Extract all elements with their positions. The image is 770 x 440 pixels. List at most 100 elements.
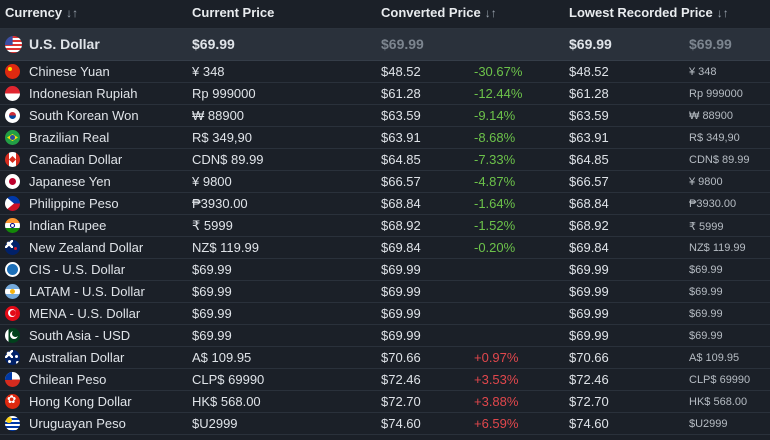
- table-row: Chinese Yuan ¥ 348 $48.52 -30.67% $48.52 ¥ 34…: [0, 61, 770, 83]
- currency-name: New Zealand Dollar: [29, 240, 144, 255]
- price-difference: -7.33%: [474, 152, 516, 167]
- ph-flag-icon: [5, 196, 20, 211]
- current-price: A$ 109.95: [192, 350, 252, 365]
- table-row: LATAM - U.S. Dollar $69.99 $69.99 $69.99 $69…: [0, 281, 770, 303]
- converted-price: $69.84: [381, 240, 421, 255]
- current-price: $U2999: [192, 416, 238, 431]
- current-price: CDN$ 89.99: [192, 152, 264, 167]
- current-price-column-header: Current Price: [192, 5, 274, 20]
- converted-price: $74.60: [381, 416, 421, 431]
- currency-name: Brazilian Real: [29, 130, 110, 145]
- lowest-price: $63.91: [569, 130, 609, 145]
- price-difference: -9.14%: [474, 108, 516, 123]
- kr-flag-icon: [5, 108, 20, 123]
- current-price: $69.99: [192, 328, 232, 343]
- base-lowest-local-price: $69.99: [689, 36, 732, 52]
- current-price: R$ 349,90: [192, 130, 252, 145]
- br-flag-icon: [5, 130, 20, 145]
- current-price: ₩ 88900: [192, 108, 245, 123]
- price-difference: -8.68%: [474, 130, 516, 145]
- converted-price: $72.70: [381, 394, 421, 409]
- sort-icon[interactable]: ↓↑: [716, 6, 729, 20]
- cl-flag-icon: [5, 372, 20, 387]
- converted-price: $63.59: [381, 108, 421, 123]
- lowest-local-price: Rp 999000: [689, 88, 743, 100]
- price-difference: -30.67%: [474, 64, 523, 79]
- table-row: Indonesian Rupiah Rp 999000 $61.28 -12.44% $…: [0, 83, 770, 105]
- lowest-local-price: $69.99: [689, 264, 723, 276]
- sort-icon[interactable]: ↓↑: [484, 6, 497, 20]
- price-difference: +3.53%: [474, 372, 519, 387]
- currency-name: LATAM - U.S. Dollar: [29, 284, 145, 299]
- price-difference: -4.87%: [474, 174, 516, 189]
- lowest-local-price: NZ$ 119.99: [689, 242, 746, 254]
- us-flag-icon: [5, 36, 22, 53]
- price-difference: -0.20%: [474, 240, 516, 255]
- converted-price: $68.84: [381, 196, 421, 211]
- converted-price: $48.52: [381, 64, 421, 79]
- lowest-local-price: $U2999: [689, 418, 728, 430]
- lowest-price: $48.52: [569, 64, 609, 79]
- lowest-price: $72.70: [569, 394, 609, 409]
- currency-name: Philippine Peso: [29, 196, 119, 211]
- base-lowest-price: $69.99: [569, 36, 612, 52]
- lowest-local-price: ₩ 88900: [689, 110, 734, 122]
- ca-flag-icon: [5, 152, 20, 167]
- lowest-price: $66.57: [569, 174, 609, 189]
- currency-name: South Asia - USD: [29, 328, 131, 343]
- converted-price: $63.91: [381, 130, 421, 145]
- lowest-price: $69.99: [569, 328, 609, 343]
- table-row: Japanese Yen ¥ 9800 $66.57 -4.87% $66.57 ¥ 98…: [0, 171, 770, 193]
- table-row: Hong Kong Dollar HK$ 568.00 $72.70 +3.88% $7…: [0, 391, 770, 413]
- price-difference: -1.64%: [474, 196, 516, 211]
- sort-icon[interactable]: ↓↑: [66, 6, 79, 20]
- currency-header-label: Currency: [5, 5, 63, 20]
- current-price: Rp 999000: [192, 86, 256, 101]
- currency-name: Indian Rupee: [29, 218, 107, 233]
- currency-column-header[interactable]: Currency ↓↑: [5, 5, 78, 20]
- mena-flag-icon: [5, 306, 20, 321]
- lowest-price: $61.28: [569, 86, 609, 101]
- au-flag-icon: [5, 350, 20, 365]
- lowest-local-price: ₹ 5999: [689, 221, 724, 233]
- lowest-local-price: ¥ 348: [689, 66, 717, 78]
- lowest-local-price: R$ 349,90: [689, 132, 740, 144]
- current-price: CLP$ 69990: [192, 372, 265, 387]
- lowest-local-price: CDN$ 89.99: [689, 154, 750, 166]
- currency-name: Japanese Yen: [29, 174, 111, 189]
- price-difference: +0.97%: [474, 350, 519, 365]
- converted-price: $69.99: [381, 328, 421, 343]
- table-row: South Asia - USD $69.99 $69.99 $69.99 $69.99: [0, 325, 770, 347]
- lowest-local-price: $69.99: [689, 286, 723, 298]
- base-currency-name: U.S. Dollar: [29, 36, 100, 52]
- current-price: ₱3930.00: [192, 196, 248, 211]
- cis-flag-icon: [5, 262, 20, 277]
- table-row: Indian Rupee ₹ 5999 $68.92 -1.52% $68.92 ₹ 59…: [0, 215, 770, 237]
- price-difference: -1.52%: [474, 218, 516, 233]
- table-row: MENA - U.S. Dollar $69.99 $69.99 $69.99 $69.…: [0, 303, 770, 325]
- table-row: Philippine Peso ₱3930.00 $68.84 -1.64% $68.8…: [0, 193, 770, 215]
- lowest-price: $74.60: [569, 416, 609, 431]
- lowest-price-column-header[interactable]: Lowest Recorded Price ↓↑: [569, 5, 729, 20]
- currency-name: Chilean Peso: [29, 372, 107, 387]
- price-difference: +6.59%: [474, 416, 519, 431]
- base-current-price: $69.99: [192, 36, 235, 52]
- current-price: HK$ 568.00: [192, 394, 261, 409]
- currency-table-body: Chinese Yuan ¥ 348 $48.52 -30.67% $48.52 ¥ 34…: [0, 61, 770, 435]
- lowest-local-price: CLP$ 69990: [689, 374, 751, 386]
- currency-name: CIS - U.S. Dollar: [29, 262, 126, 277]
- lowest-price: $69.99: [569, 284, 609, 299]
- converted-price: $69.99: [381, 262, 421, 277]
- converted-price: $61.28: [381, 86, 421, 101]
- lowest-local-price: HK$ 568.00: [689, 396, 748, 408]
- converted-price-column-header[interactable]: Converted Price ↓↑: [381, 5, 497, 20]
- uy-flag-icon: [5, 416, 20, 431]
- table-row: Uruguayan Peso $U2999 $74.60 +6.59% $74.60 $U…: [0, 413, 770, 435]
- price-difference: +3.88%: [474, 394, 519, 409]
- lowest-price: $69.99: [569, 262, 609, 277]
- converted-price: $72.46: [381, 372, 421, 387]
- current-price: $69.99: [192, 262, 232, 277]
- lowest-price: $68.92: [569, 218, 609, 233]
- converted-price: $70.66: [381, 350, 421, 365]
- lowest-price: $69.99: [569, 306, 609, 321]
